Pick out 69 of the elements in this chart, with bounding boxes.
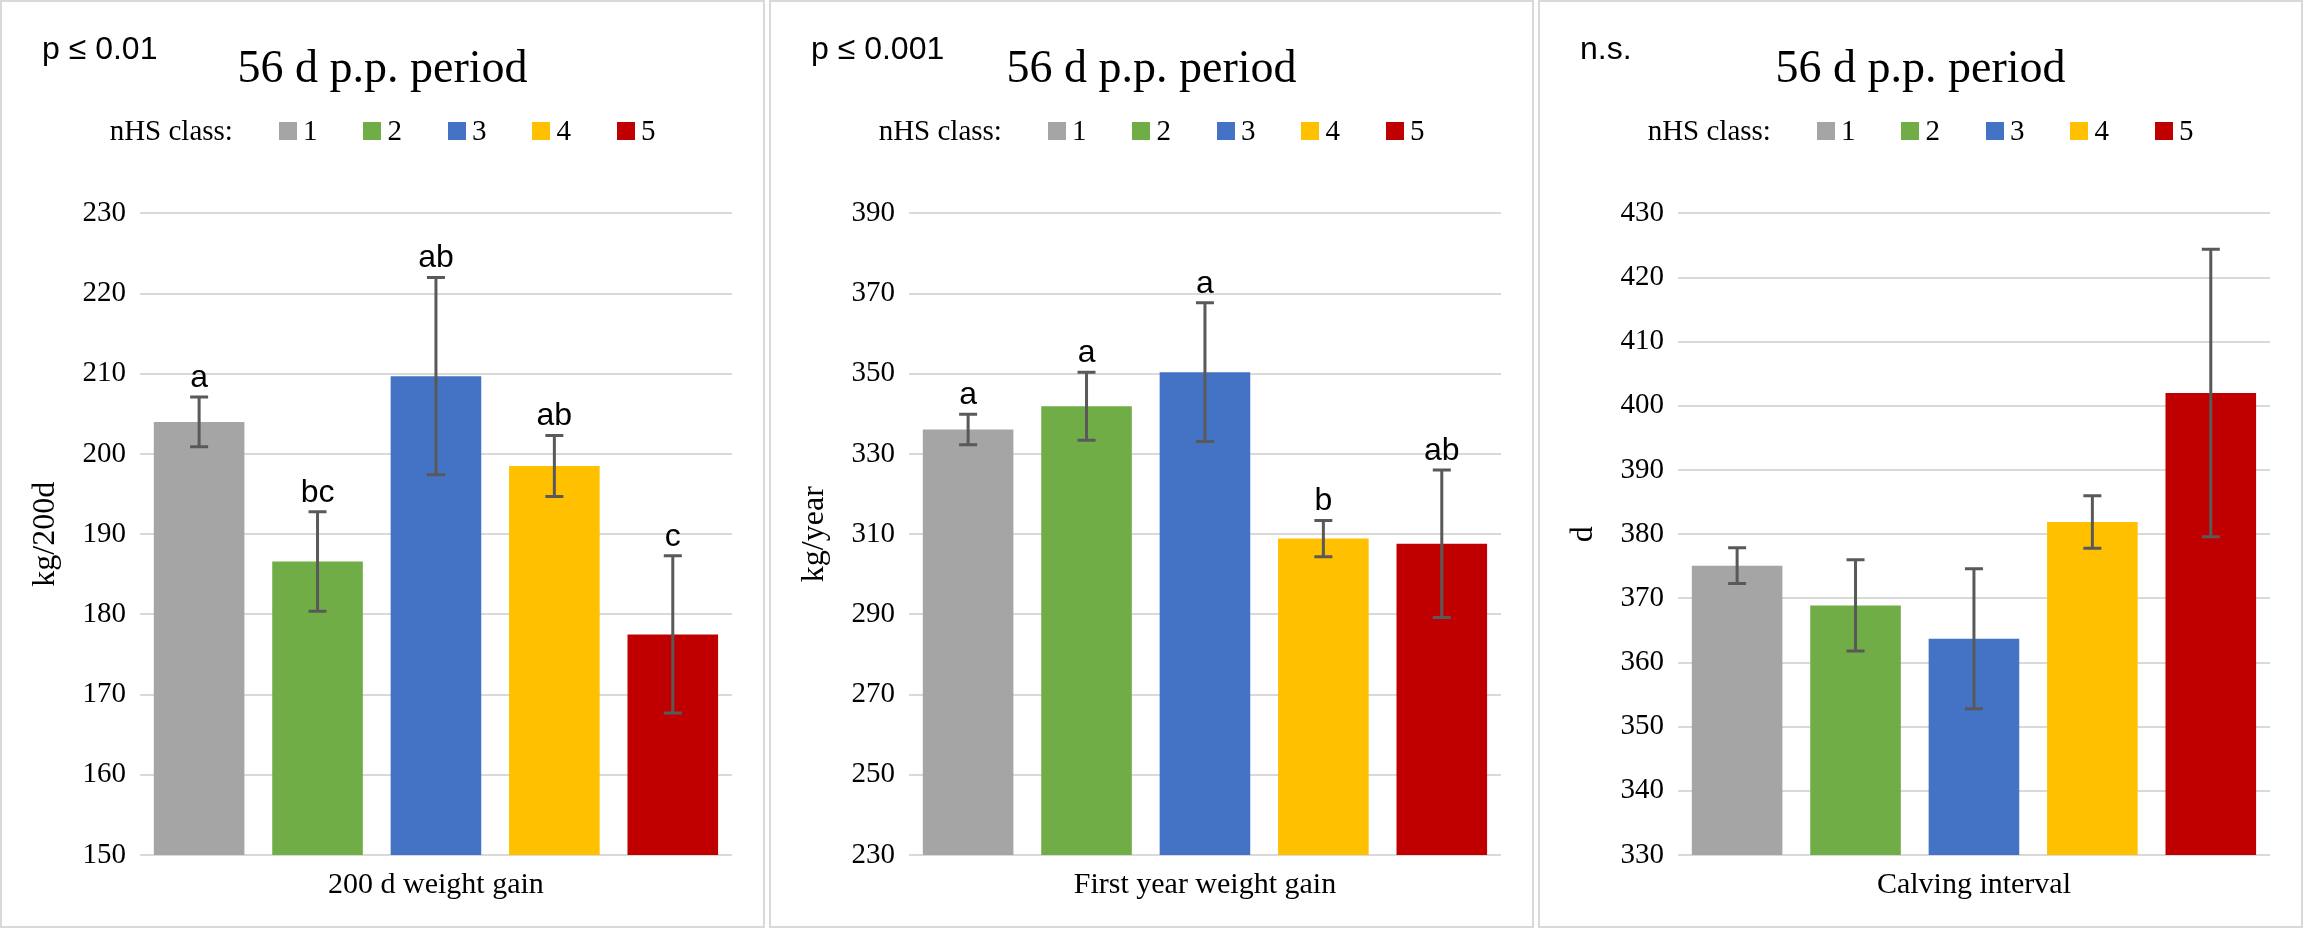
data-label: ab [536, 396, 573, 433]
x-axis-title: 200 d weight gain [328, 865, 544, 899]
y-tick-label: 270 [851, 676, 895, 709]
data-label: a [1196, 263, 1215, 300]
data-label: a [1077, 333, 1096, 370]
data-label: a [959, 375, 978, 412]
x-axis-title: Calving interval [1876, 865, 2072, 899]
y-tick-label: 290 [851, 596, 895, 629]
y-tick-label: 360 [1620, 644, 1664, 677]
text: p ≤ 0.01 [42, 30, 158, 67]
x-axis-title: First year weight gain [1073, 865, 1337, 899]
legend-label: 5 [2178, 114, 2194, 147]
legend-title: nHS class: [878, 114, 1002, 147]
legend-label: 2 [387, 114, 402, 147]
y-tick-label: 350 [851, 355, 895, 388]
legend-label: 5 [1409, 114, 1425, 147]
legend-label: 2 [1925, 114, 1940, 147]
y-tick-label: 350 [1620, 708, 1664, 741]
y-tick-label: 150 [82, 836, 126, 869]
legend-label: 4 [556, 114, 571, 147]
y-tick-label: 370 [1620, 579, 1664, 612]
y-tick-label: 390 [1620, 451, 1664, 484]
data-label: b [1314, 481, 1333, 518]
y-tick-label: 400 [1620, 387, 1664, 420]
data-label: c [664, 516, 681, 553]
legend-label: 1 [302, 114, 318, 147]
legend-label: 4 [2094, 114, 2109, 147]
legend-label: 3 [2009, 114, 2025, 147]
y-tick-label: 170 [82, 676, 126, 709]
legend-label: 3 [1240, 114, 1256, 147]
data-label: ab [1423, 430, 1460, 467]
legend-title: nHS class: [1647, 114, 1771, 147]
y-tick-label: 390 [851, 195, 895, 228]
y-tick-label: 370 [851, 275, 895, 308]
y-tick-label: 420 [1620, 259, 1664, 292]
y-tick-label: 310 [851, 515, 895, 548]
legend-label: 2 [1156, 114, 1171, 147]
y-tick-label: 190 [82, 515, 126, 548]
y-tick-label: 250 [851, 756, 895, 789]
y-tick-label: 340 [1620, 772, 1664, 805]
legend-label: 1 [1840, 114, 1856, 147]
text: p ≤ 0.001 [811, 30, 945, 67]
y-tick-label: 330 [851, 435, 895, 468]
y-tick-label: 430 [1620, 195, 1664, 228]
y-tick-label: 160 [82, 756, 126, 789]
legend-label: 3 [471, 114, 487, 147]
legend-label: 1 [1071, 114, 1087, 147]
y-tick-label: 200 [82, 435, 126, 468]
y-axis-title: kg/200d [24, 481, 61, 587]
y-tick-label: 330 [1620, 836, 1664, 869]
y-axis-title: d [1562, 526, 1599, 543]
y-axis-title: kg/year [793, 485, 830, 583]
legend-label: 5 [640, 114, 656, 147]
y-tick-label: 210 [82, 355, 126, 388]
chart-title: 56 d p.p. period [237, 41, 528, 92]
y-tick-label: 230 [82, 195, 126, 228]
chart-title: 56 d p.p. period [1006, 41, 1297, 92]
legend-title: nHS class: [109, 114, 233, 147]
y-tick-label: 180 [82, 596, 126, 629]
legend-label: 4 [1325, 114, 1340, 147]
text: n.s. [1580, 30, 1632, 67]
data-label: a [190, 357, 209, 394]
chart-title: 56 d p.p. period [1775, 41, 2066, 92]
data-label: ab [418, 238, 454, 275]
data-label: bc [300, 472, 335, 509]
y-tick-label: 220 [82, 275, 126, 308]
y-tick-label: 410 [1620, 323, 1664, 356]
y-tick-label: 230 [851, 836, 895, 869]
y-tick-label: 380 [1620, 515, 1664, 548]
